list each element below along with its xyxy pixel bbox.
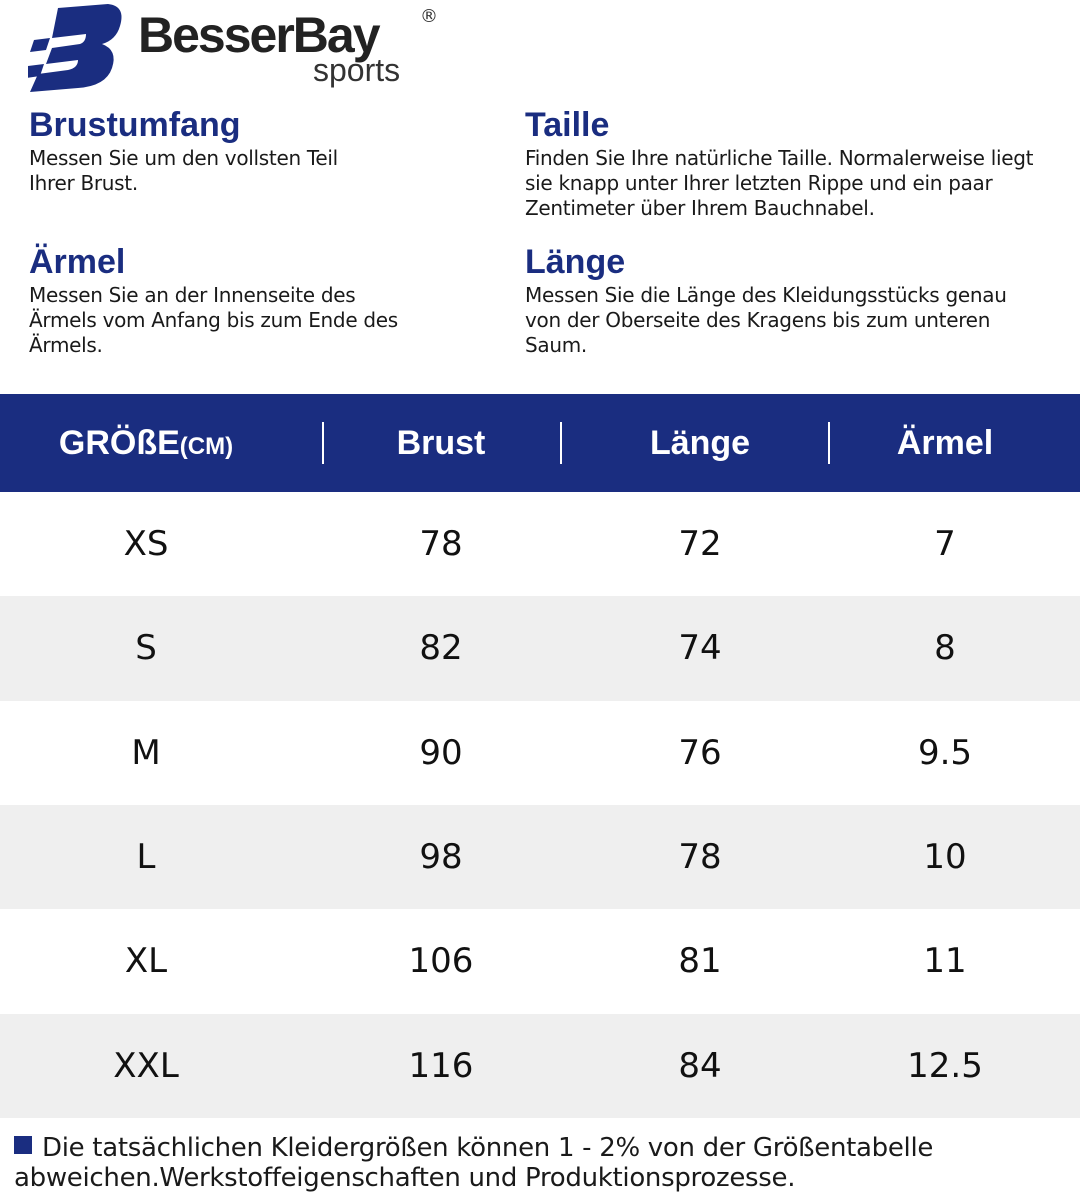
bullet-square-icon	[14, 1136, 32, 1154]
cell-laenge: 81	[678, 941, 722, 982]
header-divider	[322, 422, 324, 464]
cell-brust: 82	[419, 628, 463, 669]
cell-aermel: 8	[934, 628, 956, 669]
cell-laenge: 76	[678, 732, 722, 773]
footnote: Die tatsächlichen Kleidergrößen können 1…	[14, 1133, 934, 1193]
section-laenge: Länge Messen Sie die Länge des Kleidungs…	[525, 243, 1055, 358]
section-title: Länge	[525, 243, 626, 281]
cell-brust: 78	[419, 524, 463, 565]
cell-brust: 90	[419, 732, 463, 773]
section-text: Messen Sie an der Innenseite des Ärmels …	[29, 283, 398, 357]
cell-aermel: 11	[923, 941, 967, 982]
section-title: Brustumfang	[29, 106, 241, 144]
cell-size: S	[135, 628, 157, 669]
cell-aermel: 9.5	[917, 732, 973, 773]
cell-size: XXL	[113, 1045, 179, 1086]
cell-laenge: 72	[678, 524, 722, 565]
section-title: Taille	[525, 106, 610, 144]
header-divider	[828, 422, 830, 464]
table-row: XS 78 72 7	[0, 492, 1080, 596]
table-row: L 98 78 10	[0, 804, 1080, 910]
table-row: XXL 116 84 12.5	[0, 1013, 1080, 1118]
cell-brust: 116	[408, 1045, 474, 1086]
table-row: XL 106 81 11	[0, 909, 1080, 1013]
cell-brust: 106	[408, 941, 474, 982]
table-header: GRÖßE(CM) Brust Länge Ärmel	[0, 394, 1080, 492]
brand-sub: sports	[313, 52, 401, 88]
logo-b-icon	[28, 4, 122, 92]
section-taille: Taille Finden Sie Ihre natürliche Taille…	[525, 106, 1055, 221]
header-size: GRÖßE(CM)	[58, 423, 234, 462]
cell-size: XL	[124, 941, 168, 982]
section-brustumfang: Brustumfang Messen Sie um den vollsten T…	[29, 106, 559, 196]
cell-aermel: 10	[923, 837, 967, 878]
registered-mark: ®	[420, 6, 438, 27]
section-title: Ärmel	[29, 243, 126, 281]
table-row: S 82 74 8	[0, 596, 1080, 701]
brand-name: BesserBay	[138, 7, 381, 63]
cell-laenge: 78	[678, 837, 722, 878]
cell-laenge: 74	[678, 628, 722, 669]
cell-brust: 98	[419, 837, 463, 878]
cell-size: L	[136, 837, 156, 878]
section-text: Messen Sie die Länge des Kleidungsstücks…	[525, 283, 1007, 357]
header-divider	[560, 422, 562, 464]
section-text: Messen Sie um den vollsten Teil Ihrer Br…	[29, 146, 338, 195]
cell-aermel: 12.5	[907, 1045, 983, 1086]
cell-size: XS	[123, 524, 169, 565]
table-row: M 90 76 9.5	[0, 701, 1080, 805]
cell-laenge: 84	[678, 1045, 722, 1086]
cell-aermel: 7	[934, 524, 956, 565]
header-brust: Brust	[396, 423, 486, 462]
section-text: Finden Sie Ihre natürliche Taille. Norma…	[525, 146, 1034, 220]
section-aermel: Ärmel Messen Sie an der Innenseite des Ä…	[29, 243, 559, 358]
header-aermel: Ärmel	[896, 423, 994, 462]
header-laenge: Länge	[649, 423, 751, 462]
brand-logo: BesserBay sports ®	[28, 2, 448, 94]
cell-size: M	[131, 732, 161, 773]
